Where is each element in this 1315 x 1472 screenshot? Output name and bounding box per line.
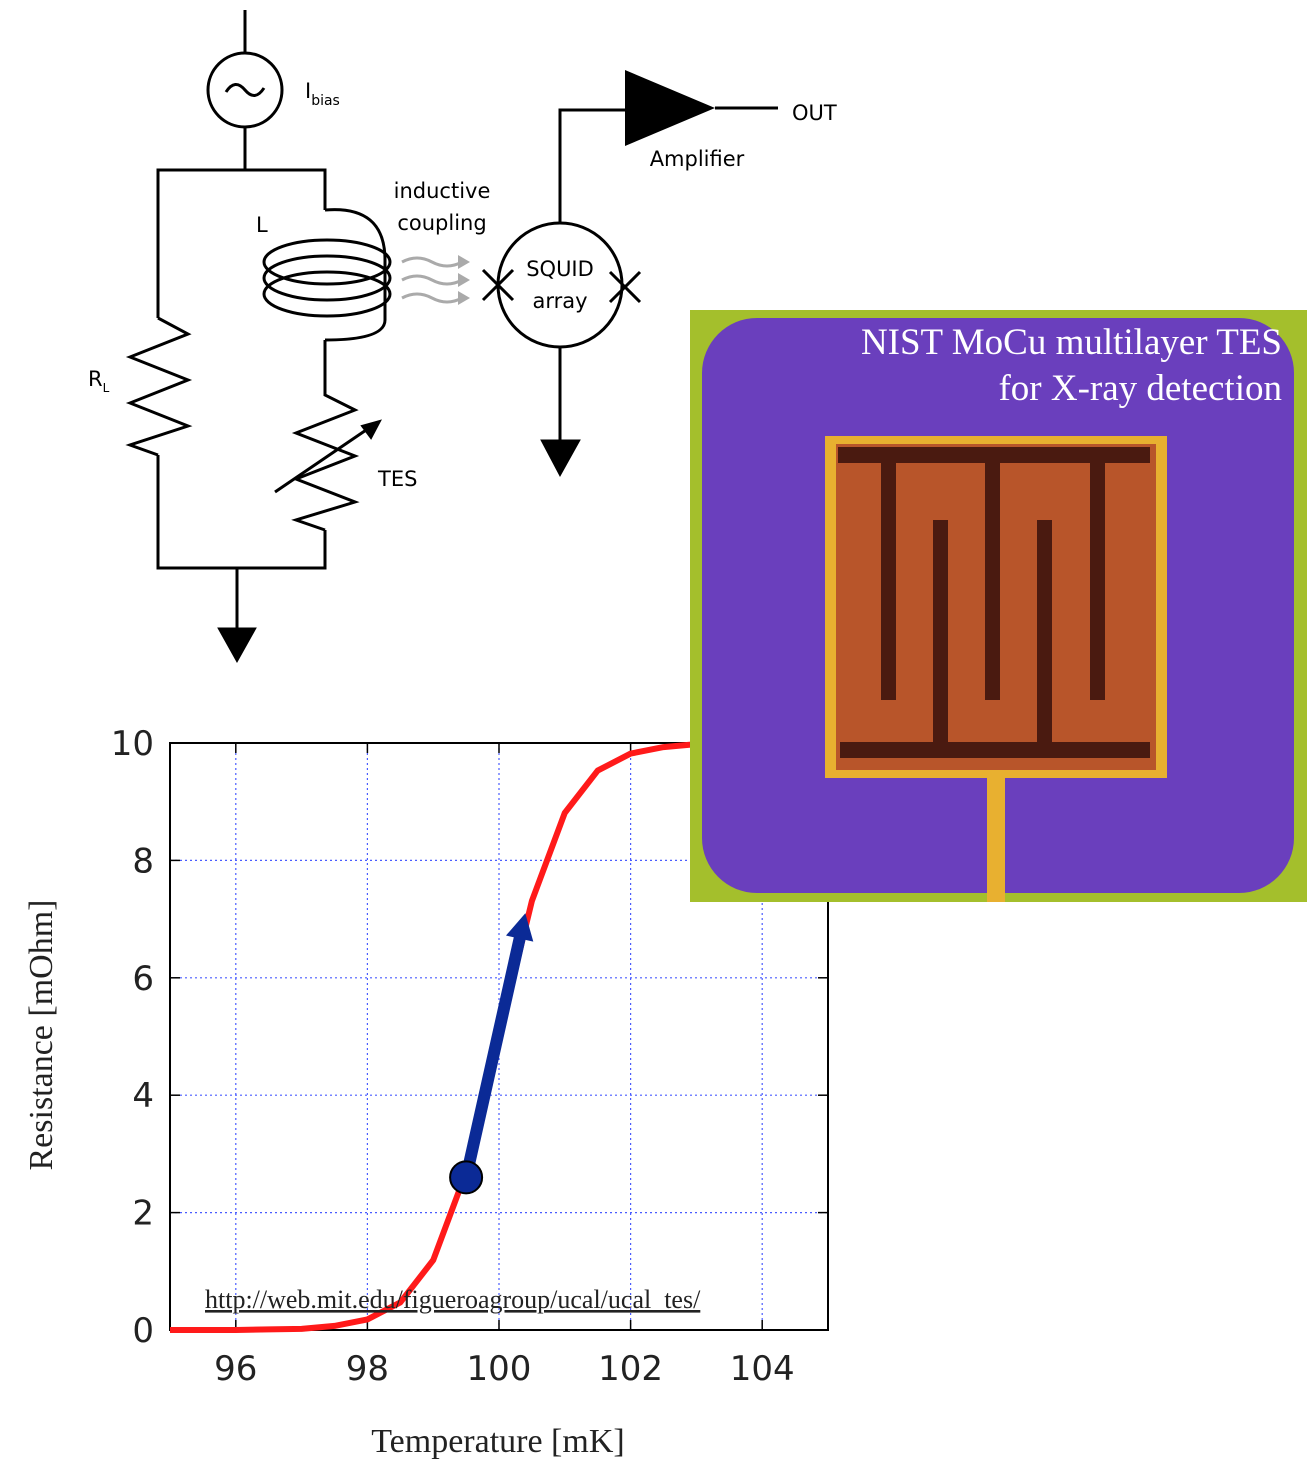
junction [610,272,640,302]
source-symbol [226,84,264,95]
load-label: R [88,367,103,391]
coupling-label: coupling [397,211,486,235]
source-label: Ibias [305,79,340,109]
page: Ibias inductive coupling L SQUID array O… [0,0,1315,1472]
output-label: OUT [792,101,837,125]
squid-label: array [532,289,587,313]
y-tick-label: 0 [132,1311,154,1351]
amplifier-label: Amplifier [650,147,745,171]
x-tick-label: 100 [467,1349,532,1389]
squid [498,223,622,347]
load-resistor [130,318,188,455]
x-tick-label: 104 [730,1349,795,1389]
variable-arrow-head [362,421,380,438]
tes-photo: NIST MoCu multilayer TES for X-ray detec… [690,310,1307,902]
y-tick-label: 2 [132,1194,154,1234]
squid-label: SQUID [526,257,594,281]
photo-caption: for X-ray detection [998,368,1282,409]
wire [158,127,245,318]
load-label: RL [88,367,110,395]
coupling-label: inductive [394,179,491,203]
amplifier [625,70,715,146]
x-tick-label: 102 [598,1349,663,1389]
wire [158,455,325,568]
x-tick-label: 98 [346,1349,389,1389]
y-axis-label: Resistance [mOhm] [23,900,60,1171]
coupling-waves [402,255,470,305]
ground [218,628,256,662]
lead [987,770,1005,902]
x-tick-label: 96 [214,1349,257,1389]
load-subscript: L [103,381,110,395]
ground [541,440,580,476]
y-tick-label: 8 [132,841,154,881]
y-tick-label: 10 [111,724,154,764]
wire [560,110,625,223]
tes-resistor [296,340,355,530]
inductor-label: L [256,213,268,237]
wire [245,170,325,210]
tes-label: TES [377,467,417,491]
source-subscript: bias [311,93,340,109]
x-axis-label: Temperature [mK] [371,1423,624,1460]
operating-point [450,1161,482,1193]
y-tick-label: 4 [132,1076,154,1116]
photo-caption: NIST MoCu multilayer TES [861,322,1282,363]
y-tick-label: 6 [132,959,154,999]
source-url: http://web.mit.edu/figueroagroup/ucal/uc… [205,1285,701,1314]
variable-arrow [275,426,372,492]
